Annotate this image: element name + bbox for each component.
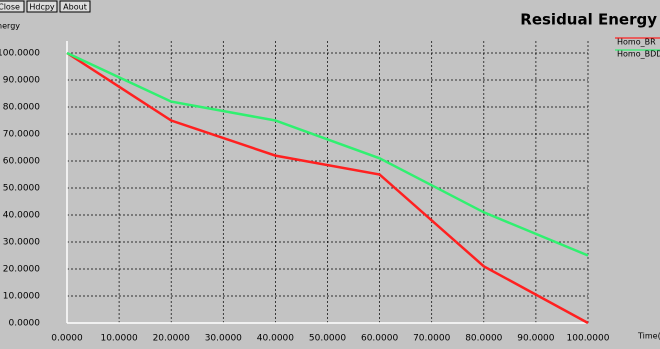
y-axis-label: Energy [0,22,20,31]
button-label: About [63,3,87,12]
x-tick-label: 50.0000 [309,334,346,344]
x-tick-label: 10.0000 [100,334,137,344]
x-axis-label: Time(s) [637,332,660,341]
x-tick-label: 40.0000 [257,334,294,344]
series-line [66,51,589,325]
x-tick-label: 80.0000 [465,334,502,344]
x-tick-label: 100.0000 [567,334,610,344]
x-tick-label: 90.0000 [517,334,554,344]
legend-label: Homo_BR [617,38,656,47]
chart-title: Residual Energy [520,11,657,29]
button-label: Hdcpy [29,3,55,12]
y-tick-label: 30.0000 [3,238,40,248]
button-label: Close [0,3,20,12]
button-frame [26,0,58,13]
y-tick-label: 70.0000 [3,130,40,140]
series-line [66,51,589,257]
button-frame [59,0,91,13]
button[interactable]: About [59,0,91,13]
y-tick-label: 20.0000 [3,265,40,275]
button-frame [0,0,25,13]
y-tick-label: 50.0000 [3,184,40,194]
x-tick-label: 30.0000 [205,334,242,344]
x-tick-label: 20.0000 [153,334,190,344]
y-tick-label: 40.0000 [3,211,40,221]
legend-label: Homo_BDD [617,50,660,59]
button[interactable]: Hdcpy [26,0,58,13]
y-tick-label: 90.0000 [3,76,40,86]
y-tick-label: 100.0000 [0,49,40,59]
y-tick-label: 0.0000 [9,319,41,329]
y-tick-label: 80.0000 [3,103,40,113]
y-tick-label: 60.0000 [3,157,40,167]
x-tick-label: 70.0000 [413,334,450,344]
x-tick-label: 0.0000 [51,334,83,344]
y-tick-label: 10.0000 [3,292,40,302]
x-tick-label: 60.0000 [361,334,398,344]
button[interactable]: Close [0,0,25,13]
